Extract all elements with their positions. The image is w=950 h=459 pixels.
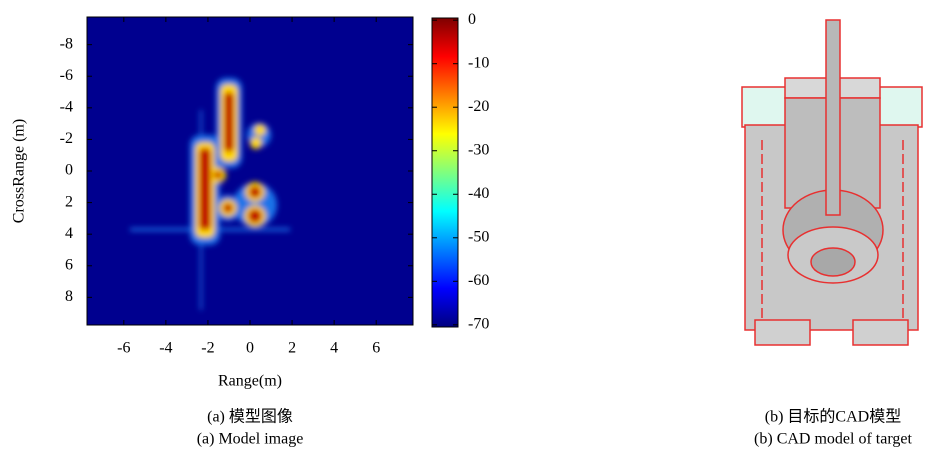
x-tick-label: 6 (372, 340, 380, 357)
colorbar-tick-label: -60 (468, 272, 489, 289)
y-tick-label: 8 (65, 288, 73, 305)
x-axis-label: Range(m) (218, 373, 282, 390)
colorbar-tick-label: -20 (468, 98, 489, 115)
y-tick-label: 0 (65, 162, 73, 179)
y-tick-label: 6 (65, 256, 73, 273)
caption: (b) CAD model of target (754, 431, 912, 448)
figure: Range(m) CrossRange (m) (a) 模型图像 (a) Mod… (0, 0, 950, 459)
y-tick-label: -2 (60, 130, 73, 147)
colorbar-tick-label: 0 (468, 11, 476, 28)
x-tick-label: -4 (159, 340, 172, 357)
colorbar-tick-label: -10 (468, 54, 489, 71)
x-tick-label: 2 (288, 340, 296, 357)
y-tick-label: 4 (65, 225, 73, 242)
y-axis-label: CrossRange (m) (11, 119, 28, 223)
x-tick-label: -2 (201, 340, 214, 357)
colorbar (432, 18, 458, 327)
colorbar-tick-label: -30 (468, 141, 489, 158)
caption: (a) 模型图像 (207, 408, 293, 426)
y-tick-label: -4 (60, 98, 73, 115)
heatmap (87, 17, 413, 325)
x-tick-label: -6 (117, 340, 130, 357)
y-tick-label: -8 (60, 35, 73, 52)
x-tick-label: 0 (246, 340, 254, 357)
cad-model (742, 20, 922, 345)
caption: (b) 目标的CAD模型 (765, 408, 901, 426)
x-tick-label: 4 (330, 340, 338, 357)
caption: (a) Model image (197, 431, 304, 448)
y-tick-label: 2 (65, 193, 73, 210)
colorbar-tick-label: -70 (468, 315, 489, 332)
colorbar-tick-label: -40 (468, 185, 489, 202)
colorbar-tick-label: -50 (468, 228, 489, 245)
y-tick-label: -6 (60, 67, 73, 84)
